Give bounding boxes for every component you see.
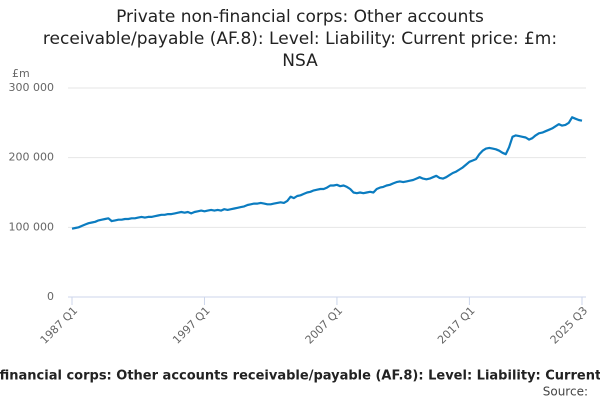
x-tick-label: 1997 Q1 — [170, 304, 213, 347]
x-tick-label: 2025 Q3 — [548, 304, 591, 347]
y-tick-label: 300 000 — [9, 81, 55, 94]
y-tick-label: 200 000 — [9, 151, 55, 164]
data-line — [71, 116, 583, 230]
x-tick-label: 2017 Q1 — [435, 304, 478, 347]
y-tick-label: 100 000 — [9, 220, 55, 233]
x-tick-label: 1987 Q1 — [38, 304, 81, 347]
y-axis-label: £m — [12, 67, 30, 80]
x-tick-label: 2007 Q1 — [303, 304, 346, 347]
chart-title: Private non-financial corps: Other accou… — [42, 7, 558, 71]
footer-title: n-financial corps: Other accounts receiv… — [0, 369, 600, 384]
y-tick-label: 0 — [47, 290, 54, 303]
source: Source: — [543, 385, 588, 399]
